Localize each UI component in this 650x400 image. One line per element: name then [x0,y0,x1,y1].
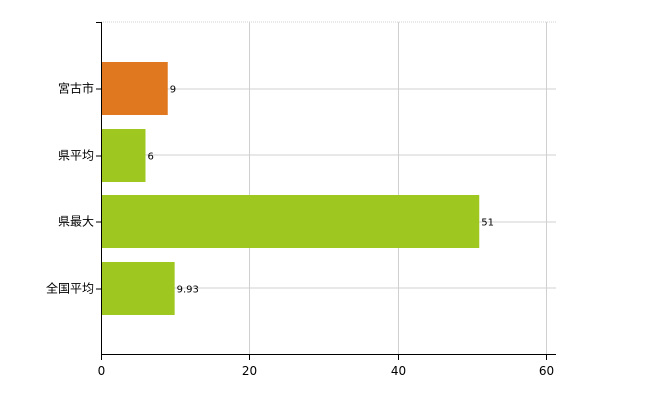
data-label: 51 [481,218,494,229]
labels: 9 宮古市 6 県平均 51 県最大 9.93 全国平均 0 20 40 60 [46,81,554,379]
category-label: 宮古市 [58,81,94,96]
x-tick-label: 60 [539,364,554,378]
category-label: 県最大 [58,215,94,229]
x-tick-label: 20 [242,364,257,378]
bar [102,62,168,115]
x-tick-label: 40 [391,364,406,378]
data-label: 9 [170,85,176,96]
bar [102,262,175,315]
category-label: 全国平均 [46,281,94,296]
bar [102,129,146,182]
bars [102,62,480,315]
category-label: 県平均 [58,149,94,163]
bar [102,195,480,248]
x-tick-label: 0 [98,364,106,378]
data-label: 9.93 [177,285,199,296]
data-label: 6 [148,152,154,163]
axes [96,22,556,360]
